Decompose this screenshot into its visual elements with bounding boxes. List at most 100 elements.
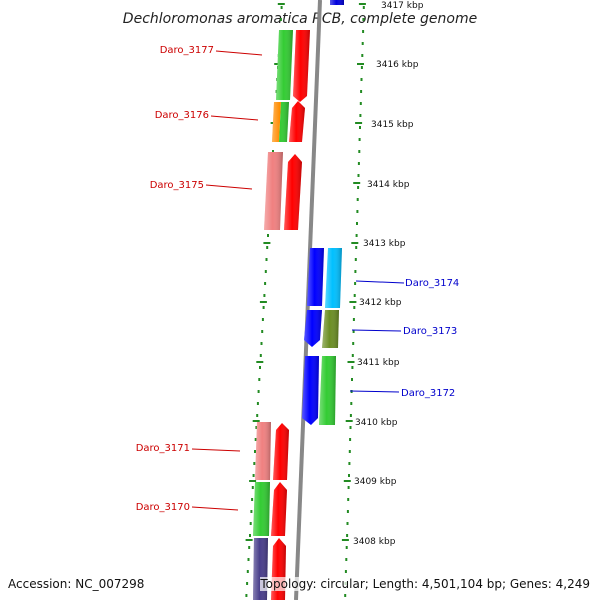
ruler-tick (341, 539, 349, 541)
kbp-label: 3414 kbp (367, 180, 410, 190)
ruler-dot (247, 558, 250, 561)
ruler-dot (345, 546, 348, 549)
ruler-dot (347, 498, 350, 501)
ruler-dot (351, 378, 353, 381)
ruler-dot (245, 594, 248, 597)
ruler-dot (257, 390, 260, 393)
ruler-dot (352, 330, 355, 333)
gene-label-daro-3171[interactable]: Daro_3171 (136, 443, 190, 454)
ruler-dot (266, 246, 269, 249)
gene-label-daro-3174[interactable]: Daro_3174 (405, 278, 459, 289)
kbp-label: 3408 kbp (353, 537, 396, 547)
ruler-dot (249, 522, 252, 525)
ruler-dot (251, 498, 254, 501)
ruler-dot (351, 354, 354, 357)
ruler-dot (350, 402, 353, 405)
gene-label-daro-3170[interactable]: Daro_3170 (136, 502, 190, 513)
ruler-dot (346, 510, 349, 513)
feature-daro-3177[interactable] (276, 30, 310, 102)
ruler-dot (345, 558, 348, 561)
ruler-dot (356, 210, 359, 213)
ruler-tick (345, 420, 353, 422)
kbp-label: 3413 kbp (363, 239, 406, 249)
feature-daro-3174[interactable] (307, 248, 342, 308)
ruler-dot (359, 102, 362, 105)
ruler-dot (348, 450, 351, 453)
ruler-dot (353, 306, 356, 309)
kbp-label: 3411 kbp (357, 358, 400, 368)
ruler-dot (362, 6, 365, 9)
ruler-dot (361, 42, 364, 45)
ruler-dot (352, 342, 355, 345)
ruler-dot (256, 402, 259, 405)
gene-label-daro-3176[interactable]: Daro_3176 (155, 110, 209, 121)
ruler-dot (351, 366, 354, 369)
ruler-dot (359, 126, 361, 129)
ruler-dot (344, 570, 347, 573)
ruler-tick (347, 361, 355, 363)
gene-label-daro-3172[interactable]: Daro_3172 (401, 388, 455, 399)
feature-daro-3170[interactable] (253, 482, 287, 536)
kbp-labels: 3417 kbp 3416 kbp 3415 kbp 3414 kbp 3413… (353, 1, 424, 547)
ruler-ticks (245, 3, 366, 541)
gene-labels-right: Daro_3174 Daro_3173 Daro_3172 (349, 278, 459, 399)
ruler-dot (362, 30, 365, 33)
ruler-dot (360, 66, 363, 69)
ruler-tick (249, 480, 257, 482)
ruler-dot (356, 222, 358, 225)
gene-label-daro-3177[interactable]: Daro_3177 (160, 45, 214, 56)
ruler-dot (255, 426, 258, 429)
ruler-dot (354, 258, 357, 261)
ruler-tick (259, 301, 267, 303)
ruler-dot (246, 582, 249, 585)
ruler-dot (261, 330, 264, 333)
ruler-dot (348, 474, 350, 477)
ruler-dot (248, 546, 251, 549)
ruler-dot (360, 90, 363, 93)
kbp-label: 3410 kbp (355, 418, 398, 428)
feature-daro-3176[interactable] (272, 101, 305, 142)
ruler-dot (355, 246, 358, 249)
kbp-label: 3415 kbp (371, 120, 414, 130)
ruler-tick (355, 122, 363, 124)
ruler-tick (349, 301, 357, 303)
ruler-dot (362, 18, 365, 21)
feature-daro-3175[interactable] (264, 152, 302, 230)
ruler-tick (351, 242, 359, 244)
kbp-label: 3412 kbp (359, 298, 402, 308)
gene-label-daro-3175[interactable]: Daro_3175 (150, 180, 204, 191)
ruler-dot (357, 174, 360, 177)
ruler-dot (260, 342, 263, 345)
ruler-dot (361, 54, 364, 57)
topology-label: Topology: circular; Length: 4,501,104 bp… (260, 577, 590, 591)
ruler-dot (264, 282, 267, 285)
ruler-dot (358, 150, 361, 153)
feature-top-blue (330, 0, 344, 5)
ruler-tick (256, 361, 264, 363)
gene-labels-left: Daro_3177 Daro_3176 Daro_3175 Daro_3171 … (136, 45, 263, 513)
ruler-tick (358, 3, 366, 5)
ruler-dot (346, 534, 349, 537)
ruler-tick (353, 182, 361, 184)
ruler-dot (349, 438, 352, 441)
ruler-dot (259, 366, 261, 369)
ruler-tick (263, 242, 271, 244)
ruler-dot (252, 474, 255, 477)
ruler-dot (349, 414, 352, 417)
ruler-dot (357, 162, 360, 165)
ruler-dot (249, 534, 251, 537)
feature-daro-3172[interactable] (302, 356, 336, 425)
feature-daro-3173[interactable] (304, 310, 339, 348)
ruler-dot (354, 282, 357, 285)
gene-label-daro-3173[interactable]: Daro_3173 (403, 326, 457, 337)
feature-daro-3171[interactable] (255, 422, 289, 480)
ruler-dot (263, 294, 266, 297)
map-title: Dechloromonas aromatica RCB, complete ge… (123, 11, 477, 27)
kbp-label: 3409 kbp (354, 477, 397, 487)
ruler-dot (349, 426, 352, 429)
ruler-dot (355, 234, 358, 237)
ruler-dot (280, 6, 283, 9)
ruler-tick (357, 63, 364, 65)
ruler-dot (279, 18, 282, 21)
